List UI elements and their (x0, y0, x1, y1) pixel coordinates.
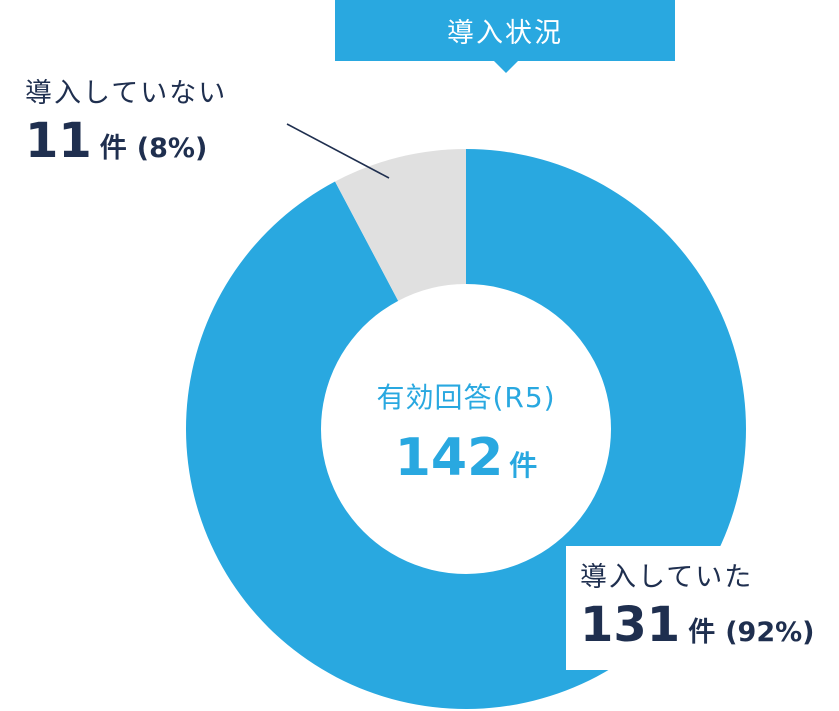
chart-title-banner: 導入状況 (335, 0, 675, 61)
center-total: 142 (394, 428, 504, 488)
callout-leader-line (286, 123, 390, 179)
callout-deployed-percent: (92%) (725, 617, 815, 648)
callout-not-deployed: 導入していない 11 件 (8%) (25, 80, 227, 165)
callout-deployed-count: 131 (580, 597, 681, 653)
callout-not-deployed-label: 導入していない (25, 78, 228, 109)
center-caption: 有効回答(R5) (376, 381, 556, 414)
slice-not-deployed (335, 149, 466, 301)
callout-not-deployed-unit: 件 (99, 133, 127, 164)
chart-title: 導入状況 (447, 18, 563, 49)
callout-not-deployed-count: 11 (25, 113, 92, 169)
callout-deployed-unit: 件 (688, 617, 716, 648)
callout-deployed-label: 導入していた (580, 562, 754, 593)
callout-deployed: 導入していた 131 件 (92%) (566, 546, 828, 670)
center-total-unit: 件 (509, 449, 538, 482)
title-pointer-arrow (494, 61, 518, 73)
callout-not-deployed-percent: (8%) (136, 133, 208, 164)
donut-center-label: 有効回答(R5) 142 件 (322, 376, 610, 488)
